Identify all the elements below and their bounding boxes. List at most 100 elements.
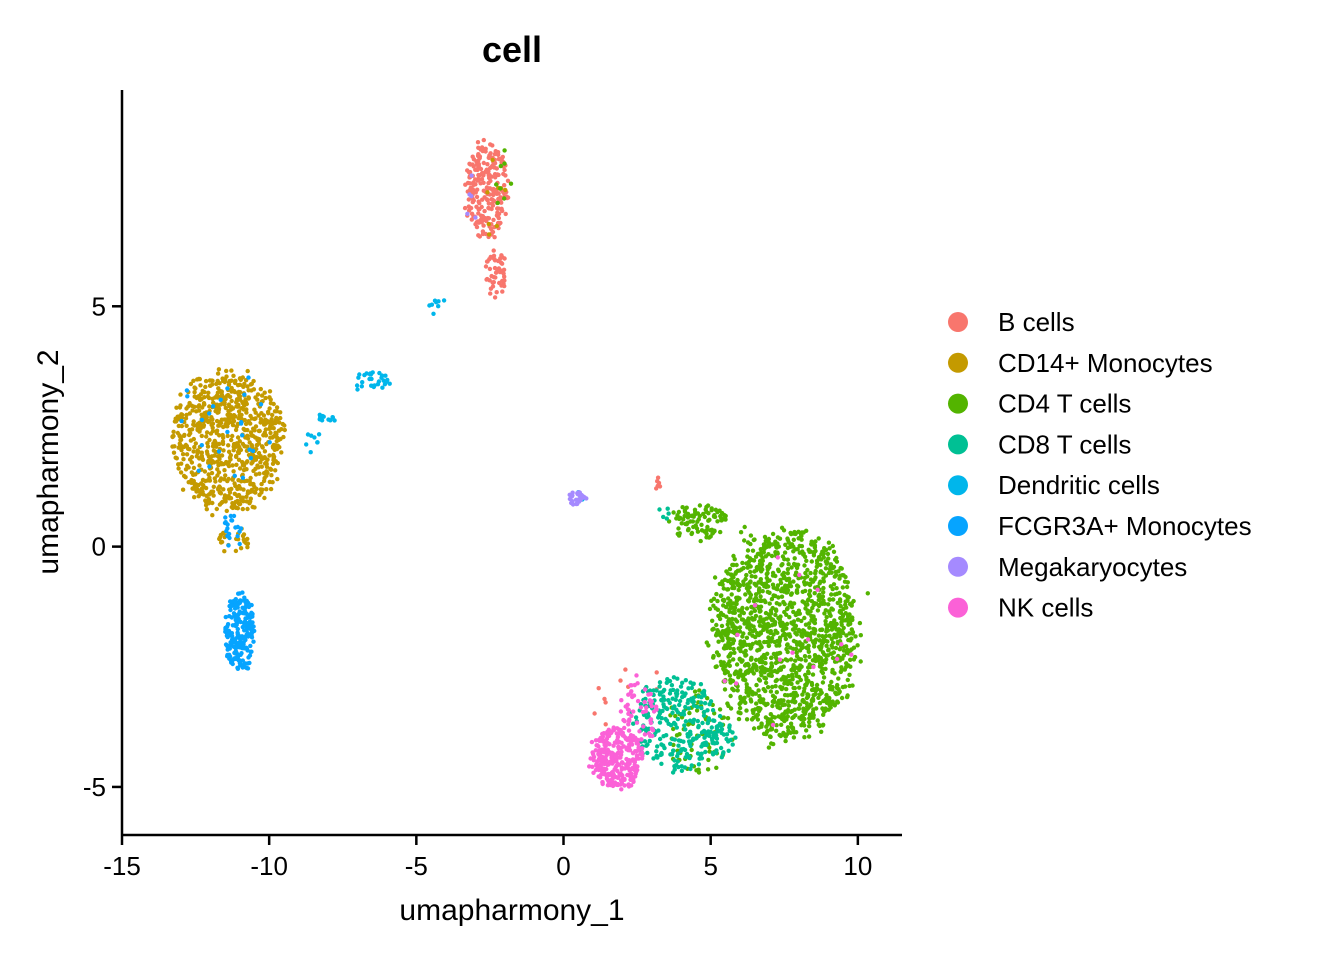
data-point — [839, 642, 844, 647]
data-point — [796, 706, 801, 711]
data-point — [633, 767, 638, 773]
data-point — [707, 702, 712, 707]
data-point — [745, 621, 751, 626]
data-point — [787, 632, 792, 637]
data-point — [702, 709, 707, 715]
data-point — [483, 231, 488, 237]
data-point — [271, 454, 276, 460]
data-point — [232, 491, 237, 496]
data-point — [244, 494, 249, 499]
data-point — [789, 591, 794, 596]
data-point — [728, 680, 733, 685]
data-point — [230, 433, 235, 439]
data-point — [824, 692, 829, 698]
data-point — [797, 572, 802, 578]
data-point — [757, 609, 762, 614]
data-point — [812, 627, 818, 632]
data-point — [259, 393, 265, 398]
data-point — [479, 204, 484, 210]
data-point — [697, 756, 702, 761]
data-point — [838, 565, 843, 571]
data-point — [698, 538, 703, 544]
data-point — [463, 182, 468, 187]
data-point — [701, 689, 707, 695]
data-point — [592, 711, 597, 716]
data-point — [829, 570, 834, 575]
data-point — [189, 427, 195, 432]
data-point — [229, 518, 235, 523]
data-point — [474, 194, 480, 200]
data-point — [820, 571, 826, 576]
legend: B cells CD14+ Monocytes CD4 T cells CD8 T c… — [948, 307, 1252, 623]
data-point — [206, 419, 211, 425]
data-point — [277, 420, 282, 425]
data-point — [488, 226, 494, 232]
data-point — [225, 478, 230, 484]
data-point — [629, 713, 634, 719]
data-point — [233, 548, 239, 554]
data-point — [773, 550, 778, 555]
data-point — [742, 538, 747, 543]
data-point — [731, 646, 736, 652]
data-point — [794, 565, 800, 571]
data-point — [249, 649, 254, 654]
data-point — [807, 654, 812, 659]
data-point — [224, 643, 230, 649]
data-point — [679, 747, 684, 752]
legend-swatch — [948, 556, 968, 577]
data-point — [686, 706, 692, 711]
data-point — [367, 376, 372, 382]
data-point — [603, 700, 608, 705]
data-point — [264, 469, 269, 474]
data-point — [626, 692, 631, 697]
data-point — [377, 370, 382, 376]
data-point — [829, 679, 834, 685]
data-point — [312, 435, 317, 440]
data-point — [688, 766, 693, 772]
data-point — [673, 763, 679, 768]
data-point — [751, 671, 756, 676]
data-point — [492, 295, 498, 300]
data-point — [496, 196, 501, 202]
data-point — [747, 590, 752, 595]
legend-swatch — [948, 393, 968, 414]
data-point — [736, 675, 741, 680]
data-point — [683, 727, 688, 732]
data-point — [263, 395, 268, 401]
data-point — [799, 664, 804, 669]
data-point — [790, 715, 795, 721]
data-point — [191, 449, 196, 454]
data-point — [661, 734, 666, 739]
data-point — [229, 398, 234, 404]
data-point — [602, 761, 607, 767]
data-point — [748, 697, 753, 702]
data-point — [231, 513, 237, 519]
data-point — [225, 386, 230, 391]
data-point — [704, 535, 709, 540]
data-point — [669, 683, 675, 688]
data-point — [268, 486, 274, 492]
data-point — [826, 556, 831, 561]
data-point — [710, 531, 715, 536]
data-point — [823, 666, 828, 672]
data-point — [227, 404, 232, 409]
data-point — [823, 566, 829, 571]
data-point — [623, 735, 628, 740]
data-point — [815, 656, 820, 661]
data-point — [843, 611, 848, 616]
x-tick-label: 5 — [703, 851, 717, 881]
data-point — [594, 743, 599, 748]
data-point — [800, 628, 806, 633]
data-point — [810, 710, 816, 715]
data-point — [502, 196, 507, 201]
data-point — [839, 695, 845, 701]
legend-label: CD8 T cells — [998, 429, 1131, 459]
data-point — [844, 584, 850, 590]
data-point — [187, 457, 193, 462]
series-2 — [494, 148, 870, 775]
data-point — [725, 716, 731, 721]
data-point — [328, 418, 333, 423]
scatter-points — [170, 137, 870, 792]
data-point — [274, 438, 279, 444]
data-point — [232, 606, 238, 611]
